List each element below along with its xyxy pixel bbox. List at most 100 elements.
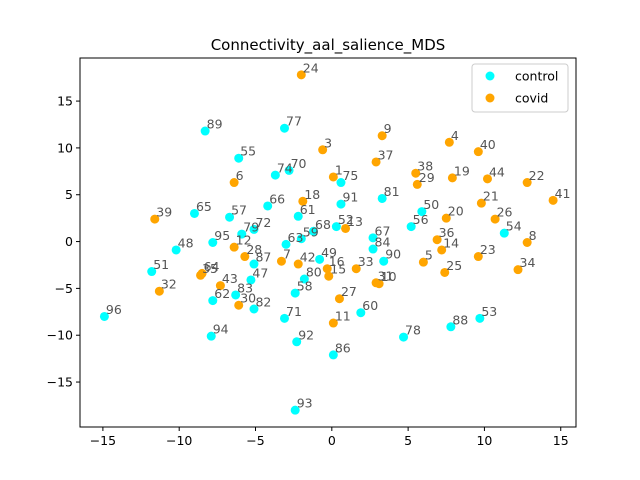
point-covid-42 <box>293 259 303 269</box>
point-label-48: 48 <box>178 235 194 250</box>
point-label-79: 79 <box>243 220 259 235</box>
point-label-51: 51 <box>153 257 169 272</box>
point-label-47: 47 <box>252 265 268 280</box>
point-covid-30 <box>234 300 244 310</box>
point-label-92: 92 <box>298 327 314 342</box>
y-tick-label: 5 <box>65 187 73 202</box>
point-label-26: 26 <box>497 205 513 220</box>
point-label-34: 34 <box>520 255 536 270</box>
legend-label-covid: covid <box>515 91 548 106</box>
point-label-37: 37 <box>378 147 394 162</box>
point-label-31: 31 <box>378 268 394 283</box>
point-covid-13 <box>341 223 351 233</box>
point-label-1: 1 <box>335 162 343 177</box>
point-label-24: 24 <box>303 60 319 75</box>
legend-marker-covid <box>485 93 495 103</box>
point-label-35: 35 <box>202 261 218 276</box>
point-label-52: 52 <box>338 212 354 227</box>
point-label-87: 87 <box>255 250 271 265</box>
point-label-41: 41 <box>555 186 571 201</box>
point-control-51 <box>147 267 157 277</box>
point-control-84 <box>368 244 378 254</box>
point-covid-21 <box>476 198 486 208</box>
point-label-59: 59 <box>303 224 319 239</box>
point-label-4: 4 <box>451 128 459 143</box>
point-label-75: 75 <box>342 168 358 183</box>
point-control-68 <box>309 226 319 236</box>
point-label-23: 23 <box>480 242 496 257</box>
point-label-33: 33 <box>358 254 374 269</box>
point-control-57 <box>225 212 235 222</box>
point-covid-40 <box>473 147 483 157</box>
point-control-63 <box>281 239 291 249</box>
point-label-7: 7 <box>283 247 291 262</box>
point-label-60: 60 <box>362 298 378 313</box>
point-covid-22 <box>522 178 532 188</box>
point-covid-19 <box>447 173 457 183</box>
point-label-10: 10 <box>381 269 397 284</box>
point-label-42: 42 <box>300 250 316 265</box>
point-label-14: 14 <box>443 235 459 250</box>
x-tick-label: 0 <box>328 433 336 448</box>
legend-box <box>471 63 569 113</box>
point-control-96 <box>99 311 109 321</box>
point-covid-3 <box>318 145 328 155</box>
point-label-83: 83 <box>237 280 253 295</box>
y-tick-label: 15 <box>57 94 73 109</box>
point-control-78 <box>399 332 409 342</box>
point-label-40: 40 <box>480 137 496 152</box>
point-control-62 <box>208 296 218 306</box>
point-label-71: 71 <box>286 304 302 319</box>
point-control-75 <box>336 178 346 188</box>
point-control-56 <box>406 222 416 232</box>
point-covid-27 <box>334 294 344 304</box>
point-covid-16 <box>322 264 332 274</box>
point-covid-14 <box>437 245 447 255</box>
point-covid-36 <box>432 235 442 245</box>
point-label-70: 70 <box>291 156 307 171</box>
point-control-88 <box>446 322 456 332</box>
x-tick-label: −5 <box>246 433 264 448</box>
legend-marker-control <box>485 71 495 81</box>
point-label-20: 20 <box>448 204 464 219</box>
point-control-65 <box>189 208 199 218</box>
point-covid-8 <box>522 238 532 247</box>
point-label-18: 18 <box>304 187 320 202</box>
point-covid-41 <box>548 195 558 205</box>
points-layer <box>99 70 558 415</box>
point-label-25: 25 <box>446 258 462 273</box>
point-label-50: 50 <box>423 197 439 212</box>
point-covid-34 <box>513 265 523 275</box>
point-label-30: 30 <box>240 291 256 306</box>
point-label-6: 6 <box>236 168 244 183</box>
y-tick-label: 0 <box>65 234 73 249</box>
point-label-72: 72 <box>255 215 271 230</box>
point-control-49 <box>315 254 325 264</box>
x-tick-label: 10 <box>476 433 492 448</box>
point-covid-6 <box>229 178 239 188</box>
point-label-81: 81 <box>384 184 400 199</box>
x-tick-label: 15 <box>553 433 569 448</box>
x-tick-label: −10 <box>166 433 192 448</box>
point-label-64: 64 <box>204 259 220 274</box>
point-control-80 <box>299 274 309 284</box>
point-label-74: 74 <box>277 161 293 176</box>
point-covid-23 <box>473 252 483 262</box>
point-control-82 <box>249 304 259 314</box>
y-tick-label: −15 <box>47 375 73 390</box>
point-control-79 <box>237 229 247 239</box>
point-covid-20 <box>441 213 451 223</box>
point-covid-24 <box>296 70 306 80</box>
y-tick-label: −5 <box>55 281 73 296</box>
point-covid-28 <box>240 252 250 262</box>
point-control-94 <box>206 331 216 341</box>
point-covid-12 <box>229 242 239 252</box>
point-label-9: 9 <box>384 121 392 136</box>
point-label-19: 19 <box>454 163 470 178</box>
point-label-11: 11 <box>335 309 351 324</box>
point-covid-11 <box>328 318 338 328</box>
x-axis: −15 −10 −5 0 5 10 15 <box>90 427 569 448</box>
legend: control covid <box>471 63 569 113</box>
point-covid-1 <box>328 172 338 182</box>
